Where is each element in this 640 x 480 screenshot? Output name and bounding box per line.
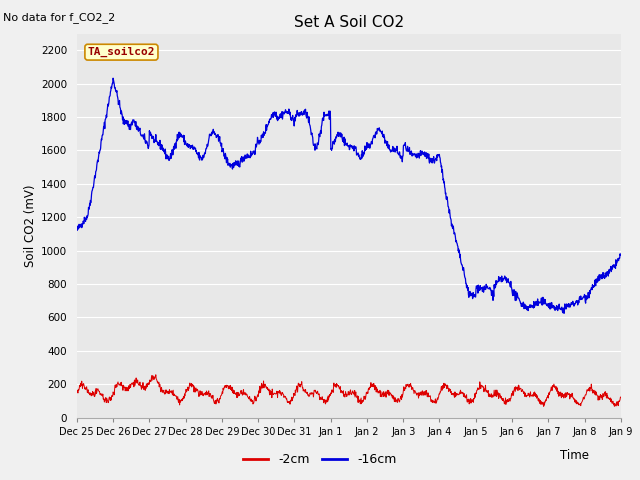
Text: No data for f_CO2_2: No data for f_CO2_2 (3, 12, 115, 23)
Legend: -2cm, -16cm: -2cm, -16cm (238, 448, 402, 471)
Text: Time: Time (560, 449, 589, 462)
Text: TA_soilco2: TA_soilco2 (88, 47, 155, 57)
Title: Set A Soil CO2: Set A Soil CO2 (294, 15, 404, 30)
Y-axis label: Soil CO2 (mV): Soil CO2 (mV) (24, 184, 36, 267)
